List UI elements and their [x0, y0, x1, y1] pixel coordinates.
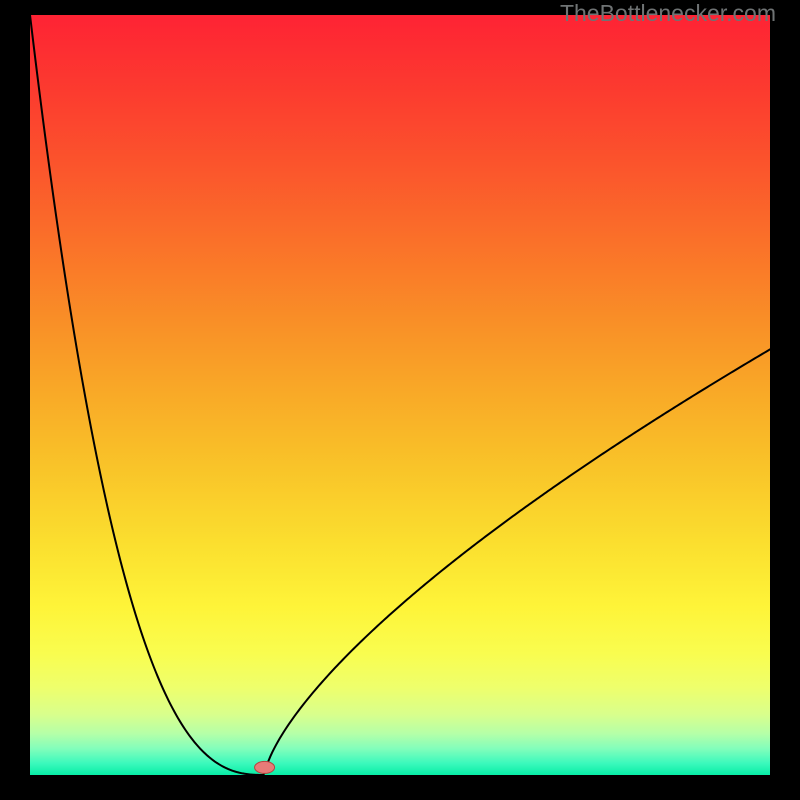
bottleneck-chart	[30, 15, 770, 775]
plot-background	[30, 15, 770, 775]
watermark-text: TheBottlenecker.com	[560, 0, 776, 27]
optimum-marker	[255, 761, 275, 773]
